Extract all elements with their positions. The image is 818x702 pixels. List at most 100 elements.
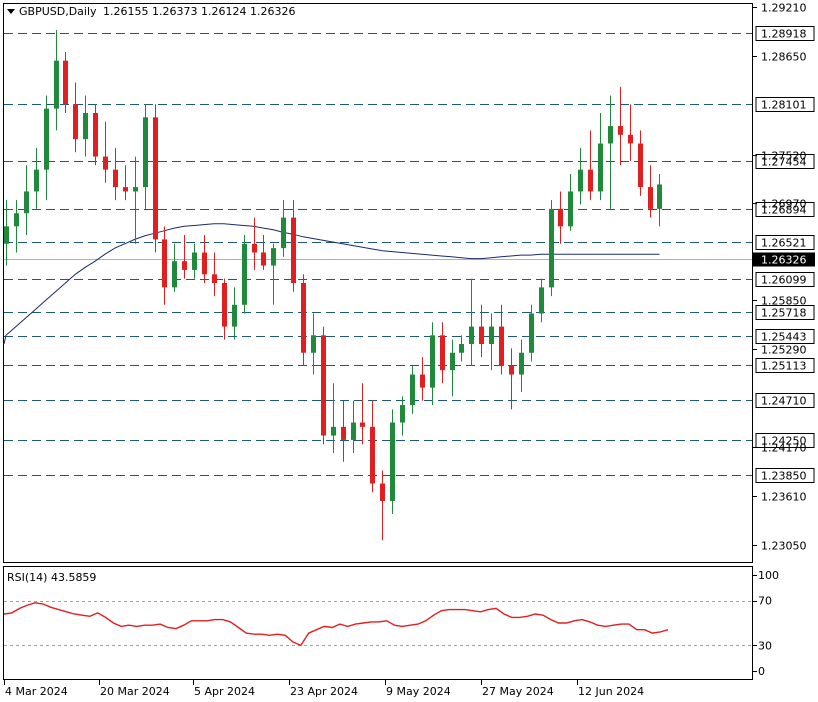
dropdown-triangle-icon[interactable] (7, 9, 15, 14)
candle (34, 147, 39, 209)
candle (351, 400, 356, 454)
candle (301, 274, 306, 366)
candle-body (489, 326, 494, 345)
candle-body (578, 169, 583, 192)
candle-body (370, 426, 375, 484)
candle (638, 130, 643, 196)
candle-body (638, 143, 643, 188)
candle-body (390, 422, 395, 501)
candle-body (608, 126, 613, 144)
candle (499, 304, 504, 375)
candle-body (63, 60, 68, 105)
candle (509, 348, 514, 410)
rsi-tick-label: 70 (758, 595, 772, 608)
moving-average-line (3, 223, 660, 345)
candles (4, 30, 662, 541)
candle-body (568, 191, 573, 227)
candle-body (380, 483, 385, 501)
ohlc-close: 1.26326 (250, 5, 296, 18)
candle-body (648, 187, 653, 209)
candle-body (311, 335, 316, 353)
candle (242, 235, 247, 314)
level-label: 1.27454 (761, 156, 807, 169)
ohlc-high: 1.26373 (152, 5, 198, 18)
candle-body (450, 352, 455, 371)
candle (390, 409, 395, 515)
candle (271, 243, 276, 305)
level-label: 1.25113 (761, 360, 807, 373)
candle (628, 104, 633, 161)
candle-body (113, 169, 118, 188)
candle-body (24, 191, 29, 214)
candle-body (657, 184, 662, 209)
candle (153, 104, 158, 253)
candle (123, 165, 128, 201)
price-tick-label: 1.28650 (761, 51, 807, 64)
candle (192, 243, 197, 279)
candle-body (549, 208, 554, 288)
candle-body (558, 208, 563, 227)
price-tick-label: 1.25850 (761, 295, 807, 308)
candle-body (321, 335, 326, 436)
date-tick-label: 9 May 2024 (386, 685, 451, 698)
candle (400, 396, 405, 436)
candle (93, 104, 98, 166)
candle (549, 200, 554, 297)
level-label: 1.26894 (761, 204, 807, 217)
level-lines (4, 33, 752, 476)
level-label: 1.23850 (761, 470, 807, 483)
level-label-box (755, 468, 815, 483)
candle (252, 217, 257, 270)
candle-body (291, 217, 296, 283)
price-tick-label: 1.26970 (761, 198, 807, 211)
candle (162, 226, 167, 305)
level-label: 1.26521 (761, 237, 807, 250)
candle-body (133, 187, 138, 192)
candle (143, 104, 148, 209)
candle (648, 165, 653, 218)
candle-body (54, 60, 59, 109)
date-tick-label: 12 Jun 2024 (578, 685, 644, 698)
candle (588, 130, 593, 201)
rsi-series-line (3, 602, 669, 647)
candle (598, 112, 603, 201)
rsi-panel-frame (3, 566, 753, 680)
rsi-levels (4, 601, 752, 646)
candle (222, 278, 227, 340)
level-label-box (755, 26, 815, 41)
candle-body (539, 287, 544, 314)
candle (568, 174, 573, 231)
candle-body (192, 252, 197, 270)
candle (83, 95, 88, 157)
candle-body (103, 156, 108, 170)
candle-body (459, 344, 464, 353)
candle-body (301, 283, 306, 353)
rsi-axis: 100 70 30 0 (752, 569, 779, 678)
candle-body (420, 374, 425, 388)
candle (539, 278, 544, 323)
price-axis: 1.28918 1.28101 1.27454 1.26894 1.26521 1.260… (752, 2, 815, 553)
candle-body (34, 169, 39, 192)
price-tick-label: 1.25290 (761, 344, 807, 357)
level-label-box (755, 97, 815, 112)
candle (578, 147, 583, 205)
candle (360, 383, 365, 445)
candle (450, 339, 455, 397)
candle (24, 165, 29, 236)
date-tick-label: 5 Apr 2024 (194, 685, 255, 698)
candle-body (351, 422, 356, 440)
candle-body (479, 326, 484, 345)
candle (182, 235, 187, 279)
candle (370, 400, 375, 493)
candle (63, 51, 68, 113)
candle (479, 304, 484, 358)
candle-body (4, 226, 9, 244)
candle (212, 252, 217, 297)
candle-body (430, 335, 435, 388)
candle-body (598, 143, 603, 192)
rsi-tick-label: 30 (758, 639, 772, 652)
candle-body (182, 261, 187, 270)
candle (14, 200, 19, 253)
candle (133, 156, 138, 244)
